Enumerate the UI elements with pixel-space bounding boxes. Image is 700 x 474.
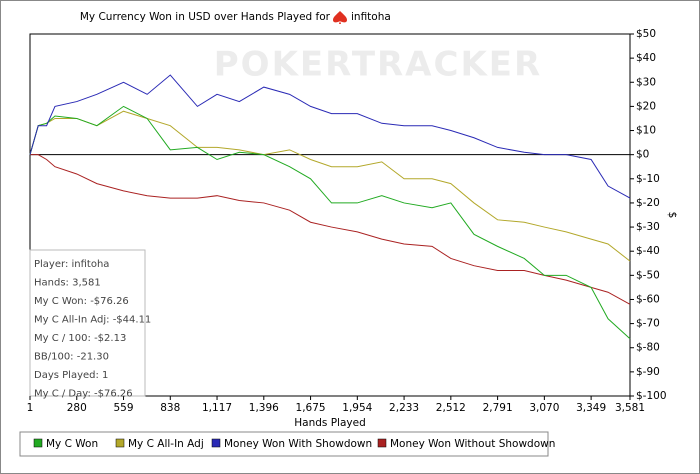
x-tick-label: 2,512 bbox=[436, 402, 466, 414]
stats-line: BB/100: -21.30 bbox=[34, 352, 109, 363]
x-tick-label: 3,070 bbox=[529, 402, 559, 414]
y-tick-label: $50 bbox=[636, 28, 656, 40]
y-tick-label: $-100 bbox=[636, 390, 667, 402]
x-tick-label: 1,954 bbox=[342, 402, 372, 414]
y-tick-label: $30 bbox=[636, 76, 656, 88]
y-tick-label: $-20 bbox=[636, 197, 660, 209]
y-tick-label: $-60 bbox=[636, 293, 660, 305]
x-tick-label: 1,117 bbox=[202, 402, 232, 414]
x-tick-label: 3,349 bbox=[576, 402, 606, 414]
y-tick-label: $20 bbox=[636, 100, 656, 112]
x-tick-label: 2,233 bbox=[389, 402, 419, 414]
series-line bbox=[29, 74, 631, 199]
stats-line: Days Played: 1 bbox=[34, 370, 108, 381]
stats-box bbox=[29, 249, 146, 397]
legend-label: Money Won Without Showdown bbox=[390, 438, 555, 450]
player-name: infitoha bbox=[351, 11, 391, 23]
legend-label: My C All-In Adj bbox=[128, 438, 204, 450]
y-tick-label: $-10 bbox=[636, 173, 660, 185]
series-line bbox=[30, 154, 631, 305]
x-axis-label: Hands Played bbox=[294, 417, 365, 429]
legend-label: My C Won bbox=[46, 438, 98, 450]
x-tick-label: 838 bbox=[160, 402, 180, 414]
x-tick-label: 1,675 bbox=[296, 402, 326, 414]
x-tick-label: 559 bbox=[113, 402, 133, 414]
stats-line: My C / 100: -$2.13 bbox=[34, 333, 126, 344]
legend-label: Money Won With Showdown bbox=[224, 438, 372, 450]
x-tick-label: 3,581 bbox=[615, 402, 645, 414]
y-tick-label: $40 bbox=[636, 52, 656, 64]
y-tick-label: $-50 bbox=[636, 269, 660, 281]
legend bbox=[19, 431, 549, 457]
y-tick-label: $0 bbox=[636, 149, 649, 161]
x-tick-label: 1,396 bbox=[249, 402, 279, 414]
stats-line: My C All-In Adj: -$44.11 bbox=[34, 315, 151, 326]
y-tick-label: $-90 bbox=[636, 366, 660, 378]
legend-swatch bbox=[115, 438, 125, 448]
stats-line: My C / Day: -$76.26 bbox=[34, 389, 133, 400]
x-tick-label: 280 bbox=[67, 402, 87, 414]
series-line bbox=[29, 105, 631, 340]
x-tick-label: 2,791 bbox=[483, 402, 513, 414]
stats-line: My C Won: -$76.26 bbox=[34, 296, 129, 307]
legend-swatch bbox=[33, 438, 43, 448]
stats-line: Player: infitoha bbox=[34, 259, 109, 270]
y-tick-label: $10 bbox=[636, 125, 656, 137]
y-tick-label: $-30 bbox=[636, 221, 660, 233]
y-axis-label: $ bbox=[666, 212, 678, 219]
legend-swatch bbox=[377, 438, 387, 448]
legend-swatch bbox=[211, 438, 221, 448]
y-tick-label: $-70 bbox=[636, 318, 660, 330]
y-tick-label: $-80 bbox=[636, 342, 660, 354]
y-tick-label: $-40 bbox=[636, 245, 660, 257]
x-tick-label: 1 bbox=[27, 402, 34, 414]
watermark: POKERTRACKER bbox=[214, 45, 542, 85]
spade-icon bbox=[333, 11, 347, 24]
stats-line: Hands: 3,581 bbox=[34, 278, 101, 289]
chart-title: My Currency Won in USD over Hands Played… bbox=[80, 11, 331, 23]
plot-border bbox=[29, 33, 631, 397]
